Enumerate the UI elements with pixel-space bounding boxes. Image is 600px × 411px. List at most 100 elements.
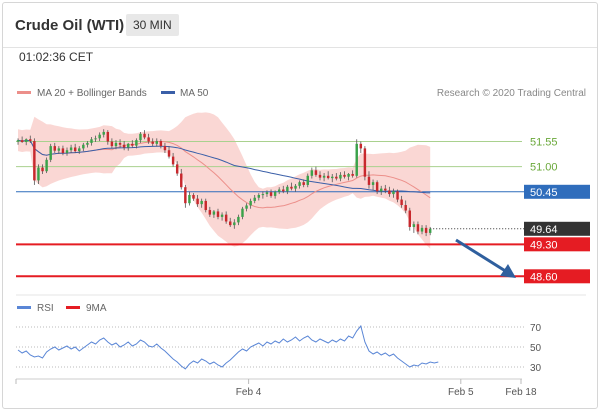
candle-body <box>286 186 289 192</box>
candle-body <box>404 205 407 211</box>
support-label-box <box>524 269 590 284</box>
candle-body <box>86 142 89 145</box>
candle-body <box>363 148 367 177</box>
candle-body <box>41 167 44 172</box>
candle-body <box>294 185 297 189</box>
candle-body <box>424 227 428 233</box>
ma50-legend-swatch <box>161 91 175 94</box>
candles <box>16 129 432 237</box>
ma50-legend-label: MA 50 <box>180 88 209 99</box>
rsi-ma-legend-swatch <box>66 306 80 309</box>
resistance-label: 51.55 <box>530 137 558 149</box>
candle-body <box>428 228 432 233</box>
candle-body <box>90 139 93 143</box>
candle-body <box>171 156 175 165</box>
pivot-label: 50.45 <box>530 187 558 199</box>
interval-button[interactable]: 30 MIN <box>126 14 179 36</box>
candle-body <box>139 133 142 141</box>
candle-body <box>241 208 244 217</box>
instrument-title: Crude Oil (WTI) <box>15 17 125 34</box>
candle-body <box>257 194 261 198</box>
candle-body <box>69 147 73 151</box>
credit-text: Research © 2020 Trading Central <box>437 88 586 99</box>
candle-body <box>147 137 150 142</box>
candle-body <box>277 189 281 192</box>
pivot-label-box <box>524 184 590 199</box>
candle-body <box>61 148 65 153</box>
candle-body <box>188 194 191 204</box>
candle-body <box>310 170 314 176</box>
candle-body <box>318 174 322 178</box>
candle-body <box>192 194 195 199</box>
candle-body <box>290 186 293 189</box>
candle-body <box>175 164 179 174</box>
candle-body <box>261 194 265 196</box>
candle-body <box>163 146 167 151</box>
support-label: 49.30 <box>530 239 558 251</box>
candle-body <box>57 148 61 151</box>
candle-body <box>167 150 171 157</box>
rsi-tick-label: 50 <box>530 343 542 354</box>
rsi-legend-label: RSI <box>37 303 54 314</box>
candle-body <box>78 148 81 152</box>
candle-body <box>102 131 105 135</box>
candle-body <box>200 200 203 205</box>
x-tick-label: Feb 5 <box>448 387 474 398</box>
ma20-legend-label: MA 20 + Bollinger Bands <box>37 88 147 99</box>
candle-body <box>33 141 36 181</box>
candle-body <box>355 143 358 176</box>
forecast-arrow <box>455 238 516 278</box>
candle-body <box>326 175 330 179</box>
candle-body <box>151 141 154 144</box>
candle-body <box>24 139 28 142</box>
candle-body <box>98 134 101 139</box>
candle-body <box>367 176 371 185</box>
candle-body <box>45 159 48 172</box>
ma50-line <box>17 139 431 194</box>
candle-body <box>265 192 269 195</box>
candle-body <box>122 144 126 148</box>
candle-body <box>375 182 379 192</box>
candle-body <box>388 190 391 195</box>
level-labels: 51.55 51.00 50.45 49.64 49.30 48.60 <box>524 137 590 284</box>
candle-body <box>216 211 220 217</box>
support-label-box <box>524 237 590 252</box>
candle-body <box>273 191 277 196</box>
candle-body <box>16 140 20 142</box>
candle-body <box>37 167 40 181</box>
candle-body <box>347 173 350 177</box>
candle-body <box>204 200 207 211</box>
candle-body <box>392 191 395 195</box>
candle-body <box>396 191 399 200</box>
candle-body <box>351 173 354 176</box>
candle-body <box>412 224 416 227</box>
rsi-line <box>17 324 439 370</box>
candle-body <box>302 182 305 185</box>
candle-body <box>416 224 420 232</box>
candle-body <box>114 142 118 147</box>
candle-body <box>184 187 187 204</box>
candle-body <box>343 174 346 177</box>
candle-body <box>249 200 252 206</box>
candle-body <box>379 188 383 192</box>
level-lines <box>16 141 524 278</box>
candle-body <box>49 146 52 160</box>
rsi-panel: 70 50 30 <box>16 323 542 374</box>
candle-body <box>245 205 248 209</box>
rsi-legend-swatch <box>17 306 31 309</box>
candle-body <box>155 141 159 144</box>
candle-body <box>253 197 256 201</box>
candle-body <box>237 216 240 223</box>
candle-body <box>359 143 363 149</box>
candle-body <box>143 133 146 138</box>
support-label: 48.60 <box>530 271 558 283</box>
candle-body <box>298 182 301 186</box>
candle-body <box>408 210 412 227</box>
candle-body <box>224 214 228 222</box>
candle-body <box>220 214 224 217</box>
candle-body <box>180 173 183 188</box>
candle-body <box>53 146 56 151</box>
candle-body <box>212 211 216 215</box>
rsi-tick-label: 70 <box>530 323 542 334</box>
